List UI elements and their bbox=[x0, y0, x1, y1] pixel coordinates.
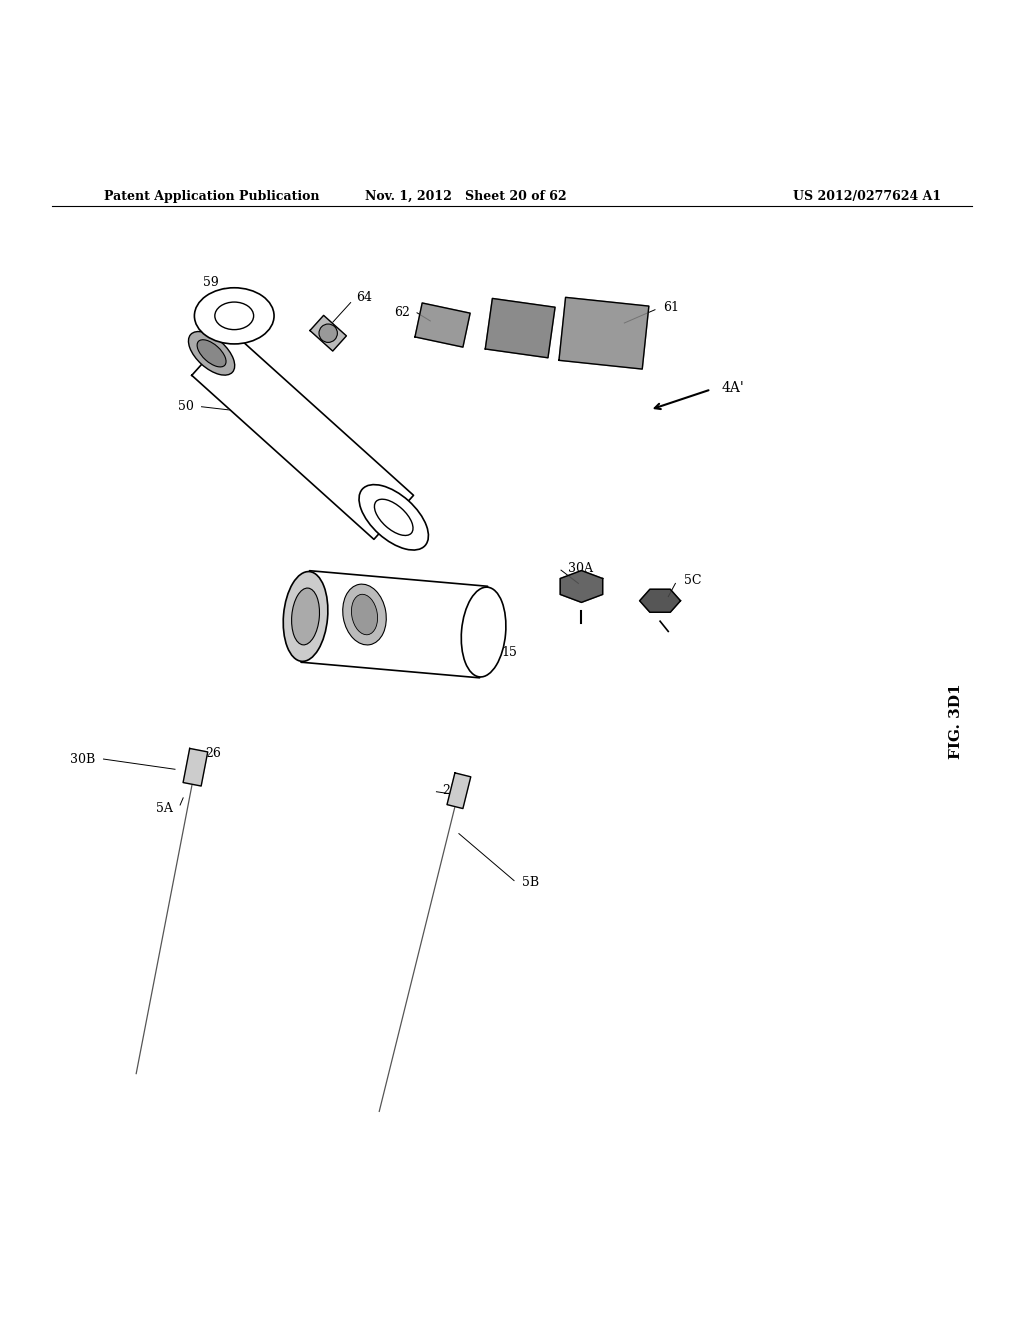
Text: 64: 64 bbox=[356, 290, 372, 304]
Polygon shape bbox=[447, 774, 471, 809]
Polygon shape bbox=[301, 570, 487, 678]
Text: 15: 15 bbox=[502, 647, 518, 660]
Polygon shape bbox=[183, 748, 208, 785]
Text: 25: 25 bbox=[442, 784, 459, 797]
Text: US 2012/0277624 A1: US 2012/0277624 A1 bbox=[793, 190, 941, 203]
Polygon shape bbox=[640, 589, 681, 612]
Polygon shape bbox=[559, 297, 649, 370]
Ellipse shape bbox=[351, 594, 378, 635]
Text: 30A: 30A bbox=[568, 561, 593, 574]
Ellipse shape bbox=[292, 589, 319, 645]
Text: 30B: 30B bbox=[70, 752, 95, 766]
Ellipse shape bbox=[319, 323, 337, 342]
Text: 50: 50 bbox=[177, 400, 194, 413]
Text: Patent Application Publication: Patent Application Publication bbox=[103, 190, 319, 203]
Text: 5A: 5A bbox=[156, 801, 173, 814]
Ellipse shape bbox=[188, 331, 234, 375]
Ellipse shape bbox=[343, 585, 386, 645]
Ellipse shape bbox=[195, 288, 274, 345]
Text: 61: 61 bbox=[664, 301, 679, 314]
Polygon shape bbox=[560, 570, 603, 602]
Ellipse shape bbox=[215, 302, 254, 330]
Text: 62: 62 bbox=[394, 306, 410, 319]
Text: 5B: 5B bbox=[522, 876, 540, 890]
Text: 5C: 5C bbox=[684, 574, 701, 587]
Text: 26: 26 bbox=[206, 747, 221, 760]
Ellipse shape bbox=[375, 499, 413, 536]
Polygon shape bbox=[485, 298, 555, 358]
Text: Nov. 1, 2012   Sheet 20 of 62: Nov. 1, 2012 Sheet 20 of 62 bbox=[366, 190, 567, 203]
Ellipse shape bbox=[284, 572, 328, 661]
Polygon shape bbox=[310, 315, 346, 351]
Text: 59: 59 bbox=[203, 276, 218, 289]
Ellipse shape bbox=[359, 484, 428, 550]
Ellipse shape bbox=[197, 339, 226, 367]
Text: 4A': 4A' bbox=[721, 381, 744, 396]
Ellipse shape bbox=[461, 587, 506, 677]
Text: FIG. 3D1: FIG. 3D1 bbox=[949, 684, 964, 759]
Polygon shape bbox=[415, 304, 470, 347]
Polygon shape bbox=[191, 331, 414, 540]
